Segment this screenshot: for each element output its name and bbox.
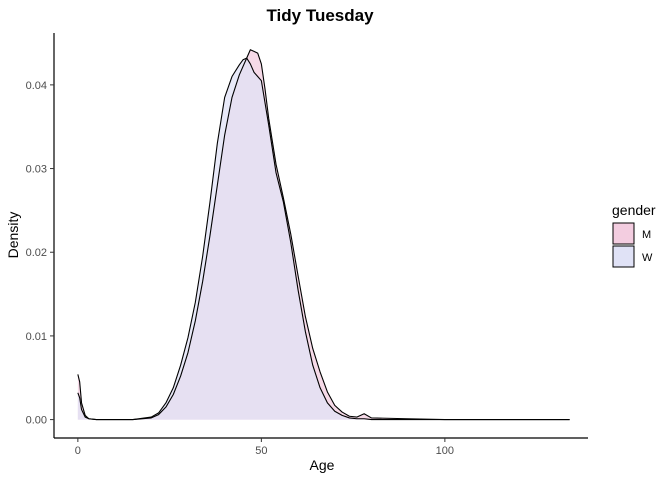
y-tick-label: 0.03 bbox=[26, 164, 47, 176]
x-tick-label: 100 bbox=[436, 445, 454, 457]
x-axis-title: Age bbox=[310, 457, 335, 473]
y-tick-label: 0.00 bbox=[26, 415, 47, 427]
y-tick-label: 0.04 bbox=[26, 80, 47, 92]
x-tick-label: 50 bbox=[255, 445, 267, 457]
y-tick-label: 0.02 bbox=[26, 247, 47, 259]
chart-title: Tidy Tuesday bbox=[266, 6, 374, 25]
density-area-w bbox=[77, 58, 570, 420]
legend-key-w bbox=[612, 245, 635, 268]
x-axis: 0 50 100 bbox=[54, 437, 588, 457]
legend-label-w: W bbox=[642, 252, 653, 264]
legend-label-m: M bbox=[642, 229, 651, 241]
density-area-m bbox=[77, 49, 570, 420]
y-axis: 0.00 0.01 0.02 0.03 0.04 bbox=[26, 33, 55, 438]
legend-key-m bbox=[612, 222, 635, 245]
legend-title: gender bbox=[612, 202, 656, 218]
legend: gender MW bbox=[612, 202, 656, 268]
y-axis-title: Density bbox=[5, 212, 21, 259]
plot-area bbox=[77, 49, 570, 421]
x-tick-label: 0 bbox=[75, 445, 81, 457]
y-tick-label: 0.01 bbox=[26, 331, 47, 343]
density-line-m bbox=[77, 49, 570, 421]
density-line-w bbox=[77, 57, 570, 421]
